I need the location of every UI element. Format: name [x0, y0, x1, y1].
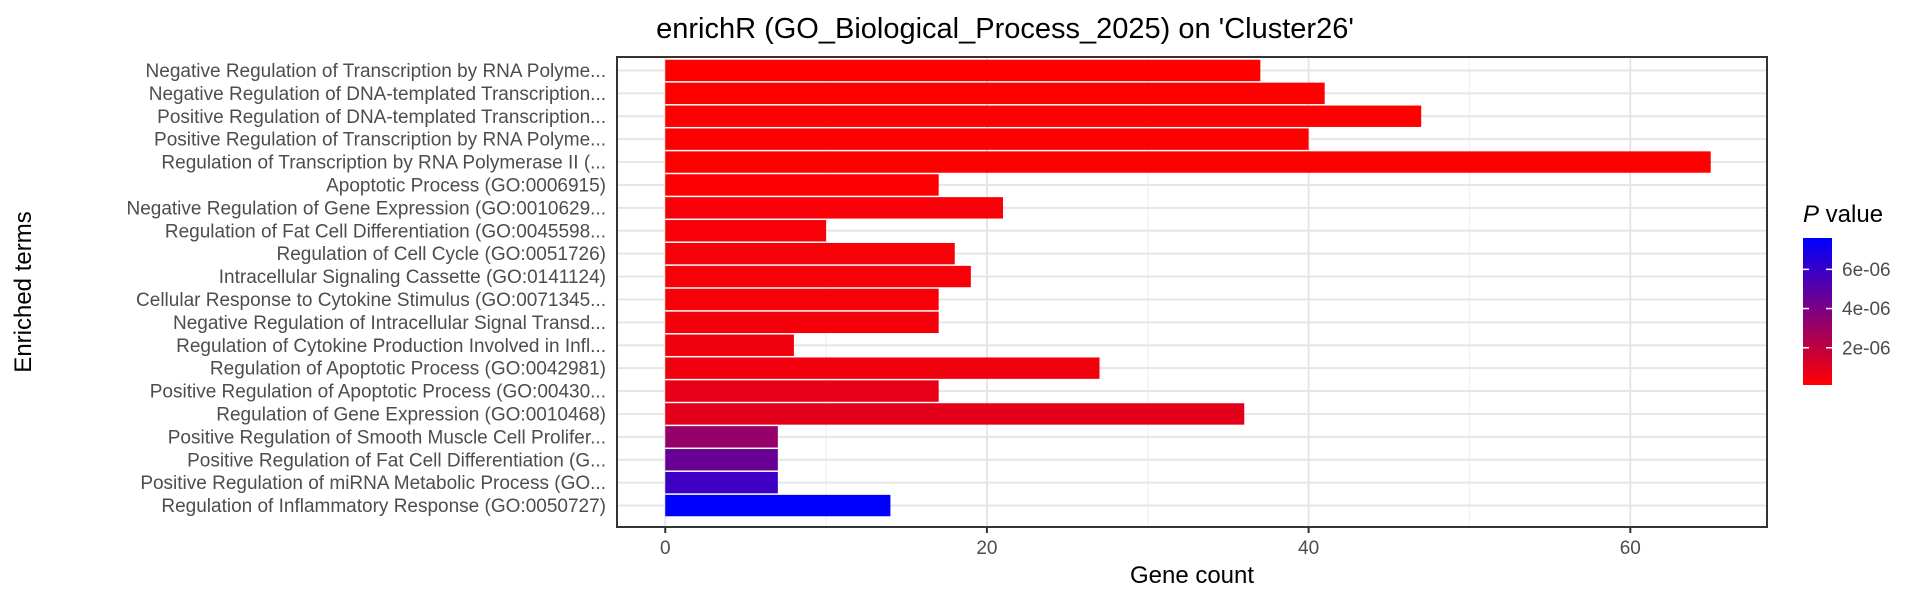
y-tick-label: Positive Regulation of miRNA Metabolic P… — [140, 473, 606, 494]
y-tick-label: Intracellular Signaling Cassette (GO:014… — [219, 267, 606, 288]
legend-title-rest: value — [1819, 201, 1883, 228]
bar — [665, 220, 827, 242]
legend: P value 2e-06 4e-06 6e-06 — [1803, 201, 1891, 385]
bar — [665, 265, 971, 288]
y-axis-title: Enriched terms — [10, 211, 37, 372]
bar — [665, 426, 778, 448]
bar — [665, 288, 939, 311]
bar — [665, 128, 1309, 150]
bar — [665, 449, 778, 471]
y-tick-label: Regulation of Fat Cell Differentiation (… — [165, 221, 606, 242]
y-tick-label: Positive Regulation of Smooth Muscle Cel… — [168, 427, 606, 448]
x-tick-label: 60 — [1620, 538, 1641, 559]
x-axis-title: Gene count — [1130, 562, 1254, 589]
legend-ticks: 2e-06 4e-06 6e-06 — [1803, 260, 1891, 359]
y-tick-label: Positive Regulation of Apoptotic Process… — [150, 382, 606, 403]
bar — [665, 357, 1100, 379]
bar — [665, 311, 939, 334]
y-tick-label: Negative Regulation of Transcription by … — [146, 61, 606, 82]
y-tick-label: Positive Regulation of DNA-templated Tra… — [157, 107, 606, 128]
x-axis-ticks: 0 20 40 60 — [660, 527, 1641, 559]
bar — [665, 471, 778, 494]
bar — [665, 82, 1325, 105]
y-tick-label: Positive Regulation of Transcription by … — [154, 130, 606, 151]
y-tick-label: Positive Regulation of Fat Cell Differen… — [187, 450, 606, 471]
bar — [665, 105, 1422, 127]
bar — [665, 242, 955, 265]
bar — [665, 494, 891, 517]
y-tick-label: Regulation of Cytokine Production Involv… — [176, 336, 606, 357]
plot-border — [616, 56, 1768, 528]
bar — [665, 151, 1711, 173]
bar — [665, 59, 1261, 82]
y-tick-label: Cellular Response to Cytokine Stimulus (… — [136, 290, 606, 311]
y-tick-label: Regulation of Cell Cycle (GO:0051726) — [276, 244, 606, 265]
bar — [665, 197, 1004, 219]
y-tick-label: Regulation of Gene Expression (GO:001046… — [216, 404, 606, 425]
legend-title: P value — [1803, 201, 1883, 228]
legend-colorbar — [1803, 238, 1832, 385]
legend-tick-label: 2e-06 — [1842, 338, 1891, 359]
legend-tick-label: 6e-06 — [1842, 260, 1891, 281]
bar — [665, 403, 1245, 425]
y-tick-label: Regulation of Apoptotic Process (GO:0042… — [210, 359, 606, 380]
x-tick-label: 40 — [1298, 538, 1319, 559]
y-tick-label: Negative Regulation of Gene Expression (… — [126, 198, 606, 219]
y-tick-labels: Negative Regulation of Transcription by … — [126, 61, 606, 517]
y-tick-label: Regulation of Inflammatory Response (GO:… — [161, 496, 606, 517]
x-tick-label: 0 — [660, 538, 671, 559]
bar — [665, 380, 939, 402]
y-tick-label: Negative Regulation of Intracellular Sig… — [173, 313, 606, 334]
chart-title: enrichR (GO_Biological_Process_2025) on … — [656, 13, 1354, 45]
bar — [665, 334, 794, 356]
legend-tick-label: 4e-06 — [1842, 299, 1891, 320]
y-tick-label: Regulation of Transcription by RNA Polym… — [161, 153, 606, 174]
y-tick-label: Apoptotic Process (GO:0006915) — [326, 175, 606, 196]
bars — [665, 59, 1711, 517]
legend-title-p: P — [1803, 201, 1819, 228]
x-tick-label: 20 — [976, 538, 997, 559]
bar — [665, 174, 939, 196]
y-tick-label: Negative Regulation of DNA-templated Tra… — [149, 84, 606, 105]
